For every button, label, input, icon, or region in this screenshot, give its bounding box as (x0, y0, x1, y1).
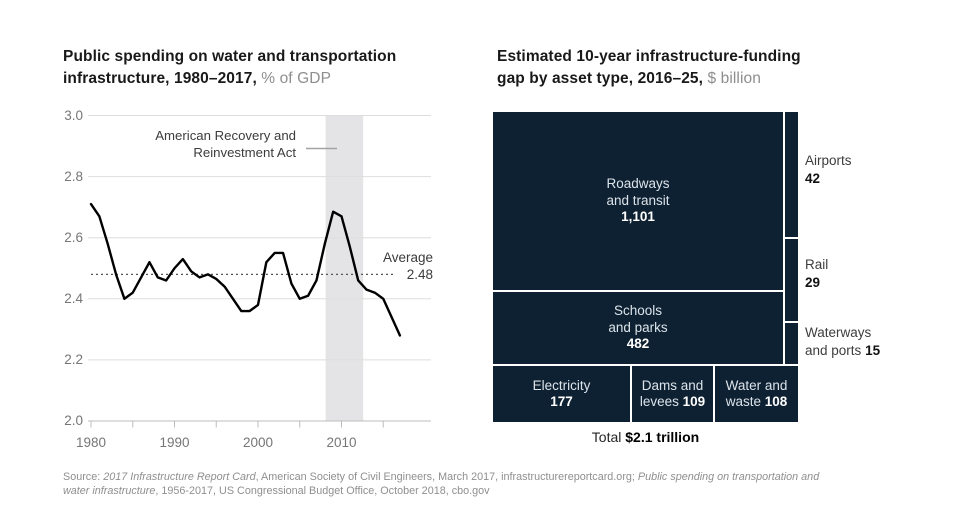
side-label-airports: Airports 42 (805, 152, 852, 188)
cell-label: and transit (606, 192, 670, 208)
side-label-value: 29 (805, 275, 821, 290)
treemap-cell-rail (785, 239, 798, 321)
side-label-rail: Rail 29 (805, 256, 828, 292)
right-chart-title-line2: gap by asset type, 2016–25, $ billion (497, 68, 801, 90)
treemap-cell-airports (785, 112, 798, 237)
x-tick-label: 2000 (242, 435, 274, 450)
source-mid: , American Society of Civil Engineers, M… (255, 471, 638, 483)
cell-label: Schools (613, 303, 663, 319)
source-title-2b: water infrastructure (63, 485, 156, 497)
y-tick-label: 2.2 (64, 351, 83, 367)
x-tick-label: 2010 (326, 435, 357, 450)
cell-label-row: levees 109 (640, 394, 705, 411)
left-chart-title-unit: % of GDP (261, 69, 332, 87)
side-label-name: Waterways (805, 325, 872, 340)
right-chart-title: Estimated 10-year infrastructure-funding… (497, 46, 801, 89)
treemap-cell-schools: Schools and parks 482 (493, 292, 783, 364)
average-label-text: Average (382, 250, 433, 265)
arra-annotation-line2: Reinvestment Act (193, 145, 296, 160)
side-label-row: and ports 15 (805, 342, 880, 360)
cell-label: and parks (608, 319, 668, 335)
y-tick-label: 2.4 (64, 290, 83, 306)
y-tick-label: 2.6 (64, 229, 83, 245)
cell-label: levees (639, 394, 679, 409)
y-tick-label: 2.0 (64, 413, 83, 428)
source-title-1: 2017 Infrastructure Report Card (103, 471, 256, 483)
cell-value: 482 (626, 336, 650, 352)
side-label-waterways: Waterways and ports 15 (805, 324, 880, 360)
treemap: Roadways and transit 1,101 Schools and p… (493, 112, 798, 422)
total-label: Total (591, 429, 622, 445)
cell-label: Roadways (606, 176, 670, 192)
spending-line (89, 202, 402, 337)
left-chart-title-line1: Public spending on water and transportat… (63, 48, 397, 65)
treemap-cell-electricity: Electricity 177 (493, 366, 630, 422)
left-chart-title-line2: infrastructure, 1980–2017, % of GDP (63, 68, 396, 90)
left-chart-title: Public spending on water and transportat… (63, 46, 396, 89)
cell-value: 109 (682, 394, 706, 409)
cell-label-row: waste 108 (726, 394, 788, 411)
side-label-name: and ports (805, 343, 862, 358)
cell-value: 1,101 (621, 209, 655, 225)
arra-annotation: American Recovery and Reinvestment Act (126, 127, 296, 161)
cell-label: Dams and (641, 377, 704, 393)
treemap-total: Total $2.1 trillion (493, 429, 798, 445)
source-title-2a: Public spending on transportation and (637, 471, 820, 483)
right-chart-title-bold: gap by asset type, 2016–25, (497, 69, 704, 87)
cell-label: waste (725, 394, 761, 409)
x-tick-label: 1990 (159, 435, 190, 450)
treemap-cell-waterways (785, 323, 798, 364)
arra-annotation-line1: American Recovery and (155, 128, 296, 143)
x-tick-label: 1980 (75, 435, 107, 450)
side-label-value: 42 (805, 171, 821, 186)
total-value: $2.1 trillion (625, 429, 700, 445)
cell-value: 177 (550, 394, 573, 409)
source-note: Source: 2017 Infrastructure Report Card,… (63, 470, 915, 498)
source-suffix: , 1956-2017, US Congressional Budget Off… (155, 485, 490, 497)
right-chart-title-unit: $ billion (707, 69, 761, 87)
cell-value: 108 (764, 394, 788, 409)
side-label-name: Airports (805, 153, 852, 168)
arra-shaded-band (325, 115, 364, 421)
treemap-cell-water: Water and waste 108 (715, 366, 798, 422)
source-prefix: Source: (63, 471, 104, 483)
cell-label: Electricity (532, 377, 591, 393)
right-chart-title-line1: Estimated 10-year infrastructure-funding (497, 48, 801, 65)
treemap-cell-dams: Dams and levees 109 (632, 366, 713, 422)
left-chart-title-bold: infrastructure, 1980–2017, (63, 69, 257, 87)
average-value: 2.48 (406, 267, 433, 282)
average-label: Average 2.48 (366, 249, 433, 283)
side-label-value: 15 (865, 343, 881, 358)
cell-label: Water and (725, 377, 788, 393)
treemap-cell-roadways: Roadways and transit 1,101 (493, 112, 783, 290)
y-tick-label: 2.8 (64, 168, 83, 184)
side-label-name: Rail (805, 257, 829, 272)
y-tick-label: 3.0 (64, 107, 83, 123)
